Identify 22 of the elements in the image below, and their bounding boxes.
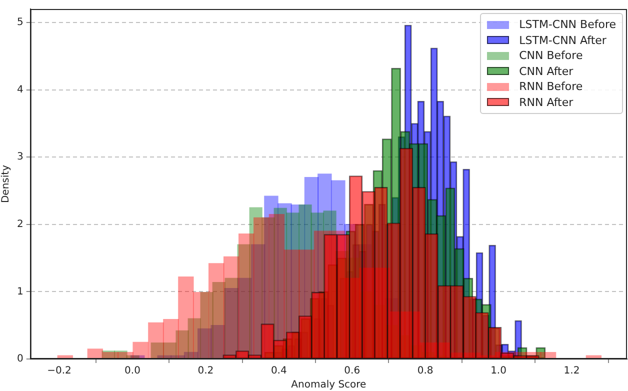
x-tick-label: 0.8	[417, 366, 434, 377]
y-axis-title: Density	[0, 164, 12, 204]
y-tick-label: 3	[16, 152, 24, 163]
y-tick-label: 1	[16, 286, 24, 298]
y-tick-label: 5	[16, 17, 24, 28]
y-tick-label: 2	[16, 218, 24, 230]
legend-label: CNN Before	[519, 49, 583, 62]
legend-label: RNN Before	[519, 80, 583, 94]
x-tick-label: 1.0	[490, 366, 506, 377]
x-axis-title: Anomaly Score	[291, 380, 366, 391]
x-tick-label: 0.4	[270, 366, 287, 377]
x-tick-label: 0.6	[344, 366, 360, 377]
legend-label: CNN After	[519, 64, 574, 78]
y-tick-label: 4	[16, 84, 24, 96]
x-tick-label: −0.2	[47, 366, 72, 377]
legend-label: LSTM-CNN Before	[519, 18, 616, 32]
legend-label: LSTM-CNN After	[519, 34, 606, 47]
y-tick-label: 0	[16, 354, 24, 365]
legend-label: RNN After	[519, 96, 574, 109]
x-tick-label: 1.2	[564, 366, 580, 377]
x-tick-label: 0.2	[198, 366, 214, 377]
x-tick-label: 0.0	[124, 366, 140, 377]
